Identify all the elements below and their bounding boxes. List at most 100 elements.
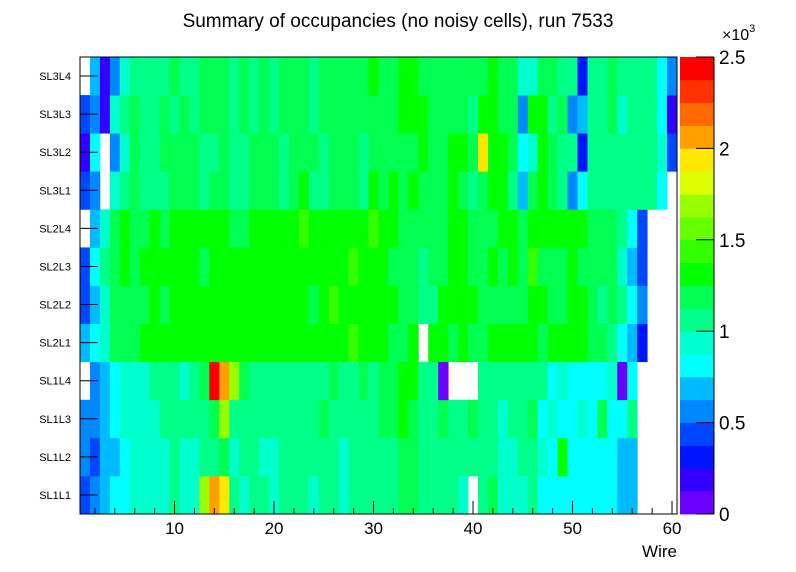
heatmap-cell (229, 361, 240, 401)
heatmap-cell (617, 323, 628, 363)
heatmap-cell (189, 437, 200, 477)
heatmap-cell (318, 209, 330, 248)
heatmap-cell (378, 209, 389, 248)
heatmap-cell (418, 133, 429, 172)
heatmap-cell (388, 285, 399, 324)
color-scale-swatch (680, 399, 714, 423)
heatmap-cell (219, 209, 230, 248)
y-tick-label: SL3L2 (39, 147, 71, 159)
heatmap-cell (199, 437, 210, 477)
color-scale-swatch (680, 422, 714, 446)
heatmap-cell (209, 399, 220, 439)
heatmap-cell (328, 361, 340, 401)
heatmap-cell (149, 171, 160, 210)
heatmap-cell (537, 475, 549, 515)
heatmap-cell (577, 323, 588, 363)
heatmap-cell (368, 361, 379, 401)
heatmap-cell (507, 285, 519, 324)
heatmap-cell (478, 133, 489, 172)
heatmap-cell (338, 171, 350, 210)
y-tick-label: SL3L4 (39, 71, 71, 83)
color-scale-tick-label: 1.5 (719, 231, 745, 252)
heatmap-cell (418, 209, 429, 248)
heatmap-cell (119, 247, 131, 286)
heatmap-cell (219, 399, 230, 439)
heatmap-cell (229, 437, 240, 477)
heatmap-cell (229, 285, 240, 324)
heatmap-cell (219, 133, 230, 172)
heatmap-cell (338, 323, 350, 363)
heatmap-cell (189, 475, 200, 515)
color-scale-swatch (680, 79, 714, 104)
heatmap-cell (149, 95, 160, 134)
heatmap-cell (149, 209, 160, 248)
heatmap-cell (607, 133, 618, 172)
heatmap-cell (607, 475, 618, 515)
heatmap-cell (159, 399, 170, 439)
heatmap-cell (288, 437, 300, 477)
heatmap-cell (279, 57, 290, 96)
heatmap-cell (199, 171, 210, 210)
heatmap-cell (239, 323, 250, 363)
heatmap-cell (398, 361, 409, 401)
x-axis-label: Wire (642, 542, 677, 561)
heatmap-cell (577, 399, 588, 439)
heatmap-cell (169, 437, 180, 477)
heatmap-cell (328, 133, 340, 172)
color-scale-swatch (680, 376, 714, 401)
heatmap-cell (448, 133, 459, 172)
heatmap-cell (438, 285, 449, 324)
heatmap-cell (448, 209, 459, 248)
heatmap-cell (219, 57, 230, 96)
heatmap-cell (239, 209, 250, 248)
heatmap-cell (169, 95, 180, 134)
heatmap-cell (209, 209, 220, 248)
heatmap-cell (179, 133, 190, 172)
x-axis: 10 20 30 40 50 60 (94, 501, 681, 538)
heatmap-cell (119, 133, 131, 172)
heatmap-cell (119, 323, 131, 363)
color-scale-swatch (680, 285, 714, 309)
heatmap-cell (129, 475, 141, 515)
heatmap-cell (279, 247, 290, 286)
heatmap-cell (348, 95, 359, 134)
heatmap-cell (537, 323, 549, 363)
heatmap-cell (239, 247, 250, 286)
heatmap-cell (189, 285, 200, 324)
heatmap-cell (199, 247, 210, 286)
heatmap-cell (517, 133, 529, 172)
heatmap-cell (249, 437, 260, 477)
heatmap-cell (129, 285, 141, 324)
heatmap-cell (358, 247, 369, 286)
heatmap-cell (99, 209, 111, 248)
heatmap-cell (657, 57, 668, 96)
heatmap-cell (249, 475, 260, 515)
heatmap-cell (408, 361, 419, 401)
heatmap-cell (517, 323, 529, 363)
heatmap-cell (597, 437, 608, 477)
heatmap-cell (109, 361, 121, 401)
heatmap-cell (239, 171, 250, 210)
heatmap-cell (348, 361, 359, 401)
heatmap-cell (428, 247, 439, 286)
heatmap-cell (249, 247, 260, 286)
heatmap-cell (428, 361, 439, 401)
heatmap-cell (408, 209, 419, 248)
heatmap-cell (109, 133, 121, 172)
heatmap-cell (527, 133, 539, 172)
heatmap-cell (129, 133, 141, 172)
heatmap-cells (80, 57, 678, 515)
heatmap-cell (219, 361, 230, 401)
heatmap-cell (259, 399, 270, 439)
y-tick-label: SL2L1 (39, 338, 71, 350)
color-scale-swatch (680, 239, 714, 264)
heatmap-cell (219, 247, 230, 286)
color-scale-exponent-power: 3 (749, 23, 755, 35)
heatmap-cell (577, 437, 588, 477)
heatmap-cell (179, 437, 190, 477)
heatmap-cell (358, 437, 369, 477)
heatmap-cell (647, 57, 658, 96)
heatmap-cell (199, 57, 210, 96)
heatmap-cell (328, 57, 340, 96)
heatmap-cell (269, 247, 280, 286)
